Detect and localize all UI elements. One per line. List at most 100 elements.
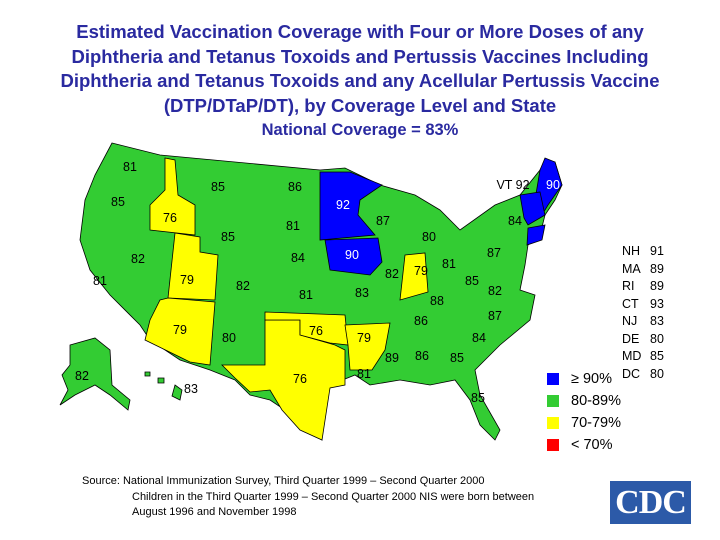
state-value: 93 <box>650 296 664 311</box>
source-line: Children in the Third Quarter 1999 – Sec… <box>132 490 535 503</box>
small-state-row: DE 80 <box>622 331 664 349</box>
label-mo: 83 <box>355 286 369 300</box>
state-abbr: NJ <box>622 314 638 328</box>
label-va: 82 <box>488 284 502 298</box>
state-value: 80 <box>650 366 664 381</box>
label-tn: 86 <box>414 314 428 328</box>
small-state-row: NH 91 <box>622 243 664 261</box>
state-value: 91 <box>650 244 664 258</box>
label-mt: 85 <box>211 180 225 194</box>
label-nv: 82 <box>131 252 145 266</box>
state-arizona <box>144 297 216 366</box>
legend: ≥ 90% 80-89% 70-79% < 70% <box>547 368 621 456</box>
hawaii-island <box>157 377 165 384</box>
label-mi: 80 <box>422 230 436 244</box>
title-line: Diphtheria and Tetanus Toxoids and Pertu… <box>71 45 649 67</box>
legend-item: < 70% <box>547 434 621 456</box>
legend-label: ≥ 90% <box>571 371 613 387</box>
label-in: 79 <box>414 264 428 278</box>
label-wi: 87 <box>376 214 390 228</box>
label-mn: 92 <box>336 198 350 212</box>
label-ky: 88 <box>430 294 444 308</box>
swatch <box>547 373 559 385</box>
label-nm: 80 <box>222 331 236 345</box>
state-value: 89 <box>650 261 664 276</box>
label-ut: 79 <box>180 273 194 287</box>
label-me: 90 <box>546 178 560 192</box>
title-line: Estimated Vaccination Coverage with Four… <box>76 21 644 42</box>
small-state-row: MD 85 <box>622 348 664 366</box>
legend-label: 70-79% <box>571 415 621 431</box>
label-ok: 76 <box>309 324 323 338</box>
state-value: 89 <box>650 279 664 293</box>
state-abbr: DC <box>622 366 641 381</box>
label-ms: 89 <box>385 351 399 365</box>
state-value: 80 <box>650 331 664 346</box>
state-idaho <box>149 157 196 236</box>
label-oh: 81 <box>442 257 456 271</box>
state-minnesota <box>319 171 383 241</box>
label-pa: 87 <box>487 246 501 260</box>
label-sc: 84 <box>472 331 486 345</box>
legend-label: 80-89% <box>571 393 621 409</box>
source-line: Source: National Immunization Survey, Th… <box>82 475 485 487</box>
label-la: 81 <box>357 367 371 381</box>
state-abbr: RI <box>622 279 635 293</box>
state-abbr: DE <box>622 331 640 346</box>
state-hawaii <box>171 384 183 401</box>
label-wv: 85 <box>465 274 479 288</box>
label-tx: 76 <box>293 372 307 386</box>
title-line: (DTP/DTaP/DT), by Coverage Level and Sta… <box>163 94 557 116</box>
small-states-table: NH 91 MA 89 RI 89 CT 93 NJ 83 DE 80 MD 85 DC 80 <box>622 243 664 383</box>
swatch <box>547 417 559 429</box>
hawaii-island <box>144 371 151 377</box>
label-ak: 82 <box>75 369 89 383</box>
label-az: 79 <box>173 323 187 337</box>
state-iowa <box>324 237 383 276</box>
label-ny: 84 <box>508 214 522 228</box>
state-vt-nh <box>519 191 546 226</box>
state-indiana <box>399 252 429 301</box>
label-id: 76 <box>163 211 177 225</box>
small-state-row: NJ 83 <box>622 313 664 331</box>
label-fl: 85 <box>471 391 485 405</box>
label-wy: 85 <box>221 230 235 244</box>
state-arkansas <box>344 322 391 371</box>
state-abbr: NH <box>622 244 641 258</box>
source-line: August 1996 and November 1998 <box>132 506 297 518</box>
title-line: Diphtheria and Tetanus Toxoids and any A… <box>60 70 660 91</box>
state-value: 85 <box>650 349 664 363</box>
small-state-row: DC 80 <box>622 366 664 384</box>
label-sd: 81 <box>286 219 300 233</box>
small-state-row: RI 89 <box>622 278 664 296</box>
legend-item: 70-79% <box>547 412 621 434</box>
state-oklahoma <box>264 311 349 346</box>
swatch <box>547 439 559 451</box>
state-alaska <box>59 337 131 411</box>
source-note: Source: National Immunization Survey, Th… <box>82 474 534 521</box>
label-ar: 79 <box>357 331 371 345</box>
label-il: 82 <box>385 267 399 281</box>
state-abbr: CT <box>622 296 639 311</box>
label-ia: 90 <box>345 248 359 262</box>
label-al: 86 <box>415 349 429 363</box>
label-nd: 86 <box>288 180 302 194</box>
small-state-row: MA 89 <box>622 261 664 279</box>
label-or: 85 <box>111 195 125 209</box>
label-wa: 81 <box>123 160 137 174</box>
legend-item: ≥ 90% <box>547 368 621 390</box>
map-title: Estimated Vaccination Coverage with Four… <box>0 20 720 143</box>
legend-item: 80-89% <box>547 390 621 412</box>
label-hi: 83 <box>184 382 198 396</box>
label-ne: 84 <box>291 251 305 265</box>
swatch <box>547 395 559 407</box>
label-ga: 85 <box>450 351 464 365</box>
small-state-row: CT 93 <box>622 296 664 314</box>
state-abbr: MD <box>622 349 642 363</box>
us-mainland <box>79 142 563 441</box>
cdc-logo: CDC <box>610 481 691 524</box>
state-value: 83 <box>650 314 664 328</box>
label-nc: 87 <box>488 309 502 323</box>
